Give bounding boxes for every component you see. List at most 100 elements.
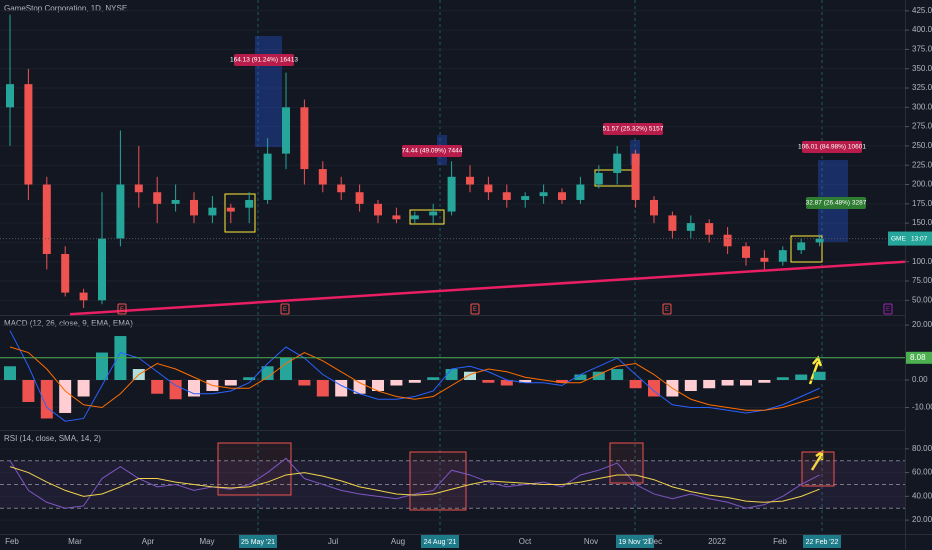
histogram-bar [372,380,384,391]
candle-body [190,199,198,216]
candle-body [723,234,732,247]
candle-body [466,176,474,185]
earnings-label: E [283,307,287,313]
panel-title: MACD (12, 26, close, 9, EMA, EMA) [4,319,133,328]
candle-body [392,215,401,220]
earnings-marker [470,303,480,315]
candle-body [116,184,125,239]
histogram-bar [445,369,458,381]
date-highlight [421,535,459,548]
y-tick-label: 175.00 [912,199,932,208]
histogram-bar [648,380,660,397]
histogram-bar [151,380,164,394]
y-tick-label: 0.00 [912,375,928,384]
y-tick-label: 60.00 [912,468,932,477]
x-tick-label: 25 May '21 [241,539,275,546]
histogram-bar [316,380,329,397]
price-tag-bg [888,231,932,246]
y-tick-label: 375.00 [912,45,932,54]
candle-body [631,153,640,200]
candle-body [484,184,493,193]
candle-body [300,107,309,170]
y-tick-label: 400.00 [912,25,932,34]
candle-body [686,223,695,231]
histogram-bar [684,380,697,391]
candle-body [318,169,327,185]
histogram-bar [59,380,72,413]
candle-body [226,207,235,212]
candle-body [797,242,806,251]
y-tick-label: 425.00 [912,6,932,15]
highlight-box [409,451,467,511]
highlight-box [790,235,823,263]
histogram-bar [22,380,35,402]
x-tick-label: Aug [391,537,405,546]
x-tick-label: 24 Aug '21 [424,539,457,546]
price-tag-symbol: GME [891,235,906,242]
chart-title: GameStop Corporation, 1D, NYSE [4,4,127,13]
y-tick-label: 20.00 [912,515,932,524]
candle-body [815,238,824,243]
candle-body [447,176,456,212]
histogram-bar [298,380,311,386]
y-tick-label: 80.00 [912,444,932,453]
annotation-label: 74.44 (49.09%) 7444 [402,148,463,155]
histogram-bar [776,377,789,381]
candle-body [98,238,106,301]
candle-body [337,184,346,193]
candle-body [760,257,769,262]
candle-body [576,184,585,200]
x-tick-label: Jul [328,537,338,546]
histogram-bar [592,371,605,381]
histogram-bar [77,380,90,397]
x-tick-label: 19 Nov '21 [618,539,651,546]
histogram-bar [280,358,292,381]
y-tick-label: 300.00 [912,102,932,111]
candle-body [742,246,750,258]
histogram-bar [40,380,53,419]
highlight-box [609,442,644,484]
histogram-bar [556,380,568,383]
earnings-marker [662,303,672,315]
histogram-bar [4,366,16,381]
histogram-bar [243,377,256,381]
y-tick-label: 225.00 [912,160,932,169]
y-tick-label: 275.00 [912,122,932,131]
date-highlight [803,535,841,548]
earnings-marker [883,303,893,315]
x-tick-label: Feb [5,537,19,546]
candle-body [539,192,548,197]
candle-body [263,153,272,200]
y-tick-label: 150.00 [912,218,932,227]
y-tick-label: 40.00 [912,491,932,500]
candle-body [42,184,51,255]
y-tick-label: 250.00 [912,141,932,150]
y-tick-label: 20.00 [912,320,932,329]
annotation-bg [806,197,866,209]
histogram-bar [224,380,237,386]
annotation-label: 164.13 (91.24%) 16413 [230,57,298,64]
annotation-bg [603,123,663,135]
y-tick-label: 325.00 [912,83,932,92]
earnings-marker [280,303,290,315]
candle-body [410,215,419,220]
candle-body [171,199,180,204]
histogram-bar [500,380,513,386]
histogram-bar [169,380,182,400]
date-highlight [616,535,654,548]
x-tick-label: Nov [584,537,598,546]
y-tick-label: -10.00 [912,403,932,412]
histogram-bar [740,380,752,386]
earnings-label: E [473,307,477,313]
candle-body [558,192,566,200]
histogram-bar [464,371,476,381]
candle-body [521,196,530,200]
histogram-bar [519,380,532,383]
candle-body [429,211,438,216]
highlight-box [801,451,835,487]
annotation-label: 51.57 (25.32%) 5157 [603,126,664,133]
candle-body [374,203,382,216]
histogram-bar [408,380,421,383]
histogram-bar [703,380,716,389]
